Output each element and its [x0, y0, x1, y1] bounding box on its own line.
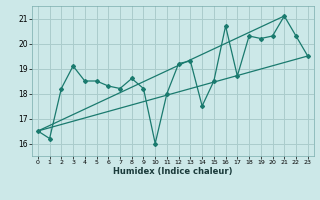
X-axis label: Humidex (Indice chaleur): Humidex (Indice chaleur) — [113, 167, 233, 176]
